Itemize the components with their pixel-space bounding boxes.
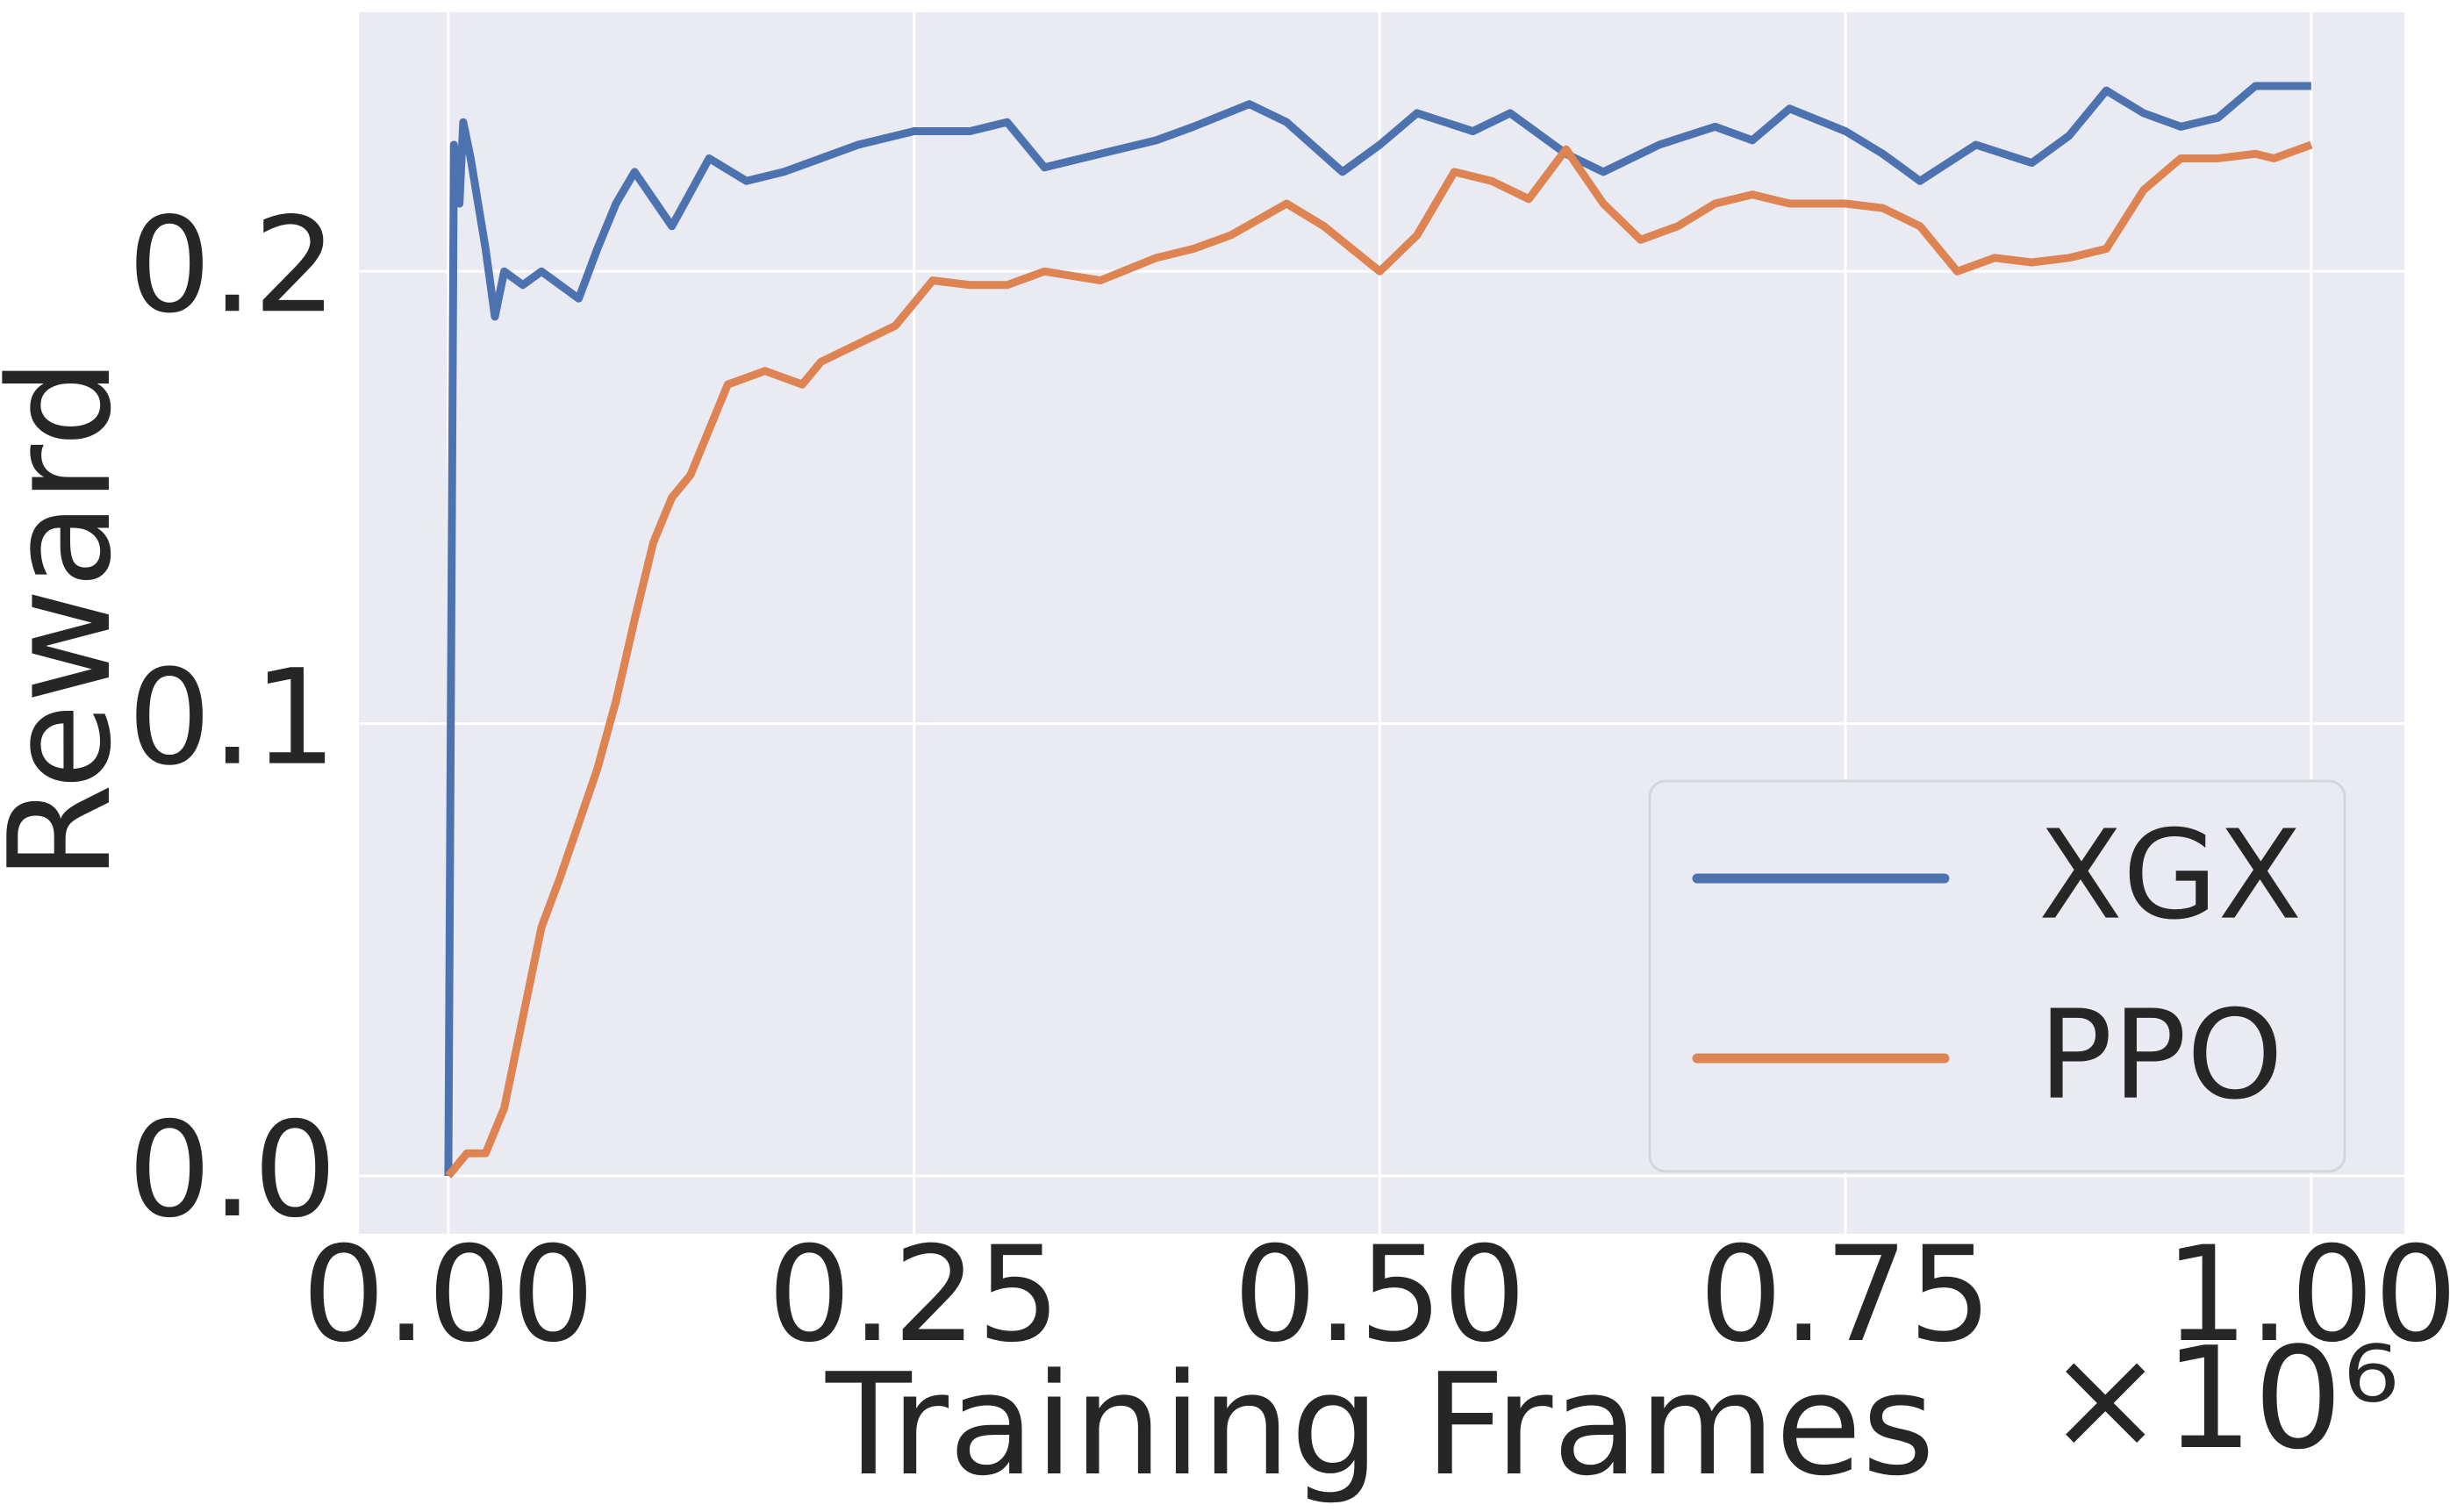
y-tick-label: 0.1 bbox=[127, 642, 337, 795]
x-offset-label: ×10⁶ bbox=[2046, 1316, 2399, 1480]
x-tick-label: 0.75 bbox=[1699, 1219, 1992, 1372]
series-line bbox=[444, 82, 2311, 1177]
legend-label: PPO bbox=[2038, 985, 2283, 1128]
x-tick-label: 0.25 bbox=[768, 1219, 1061, 1372]
x-tick-label: 0.50 bbox=[1233, 1219, 1526, 1372]
x-tick-label: 0.00 bbox=[302, 1219, 595, 1372]
legend-label: XGX bbox=[2038, 805, 2302, 948]
y-tick-label: 0.0 bbox=[127, 1094, 337, 1247]
series-line bbox=[445, 140, 2313, 1179]
x-axis-label: Training Frames bbox=[825, 1343, 1935, 1507]
x-tick-label: 1.00 bbox=[2165, 1219, 2450, 1372]
y-tick-label: 0.2 bbox=[127, 190, 337, 342]
y-axis-label: Reward bbox=[0, 358, 142, 881]
